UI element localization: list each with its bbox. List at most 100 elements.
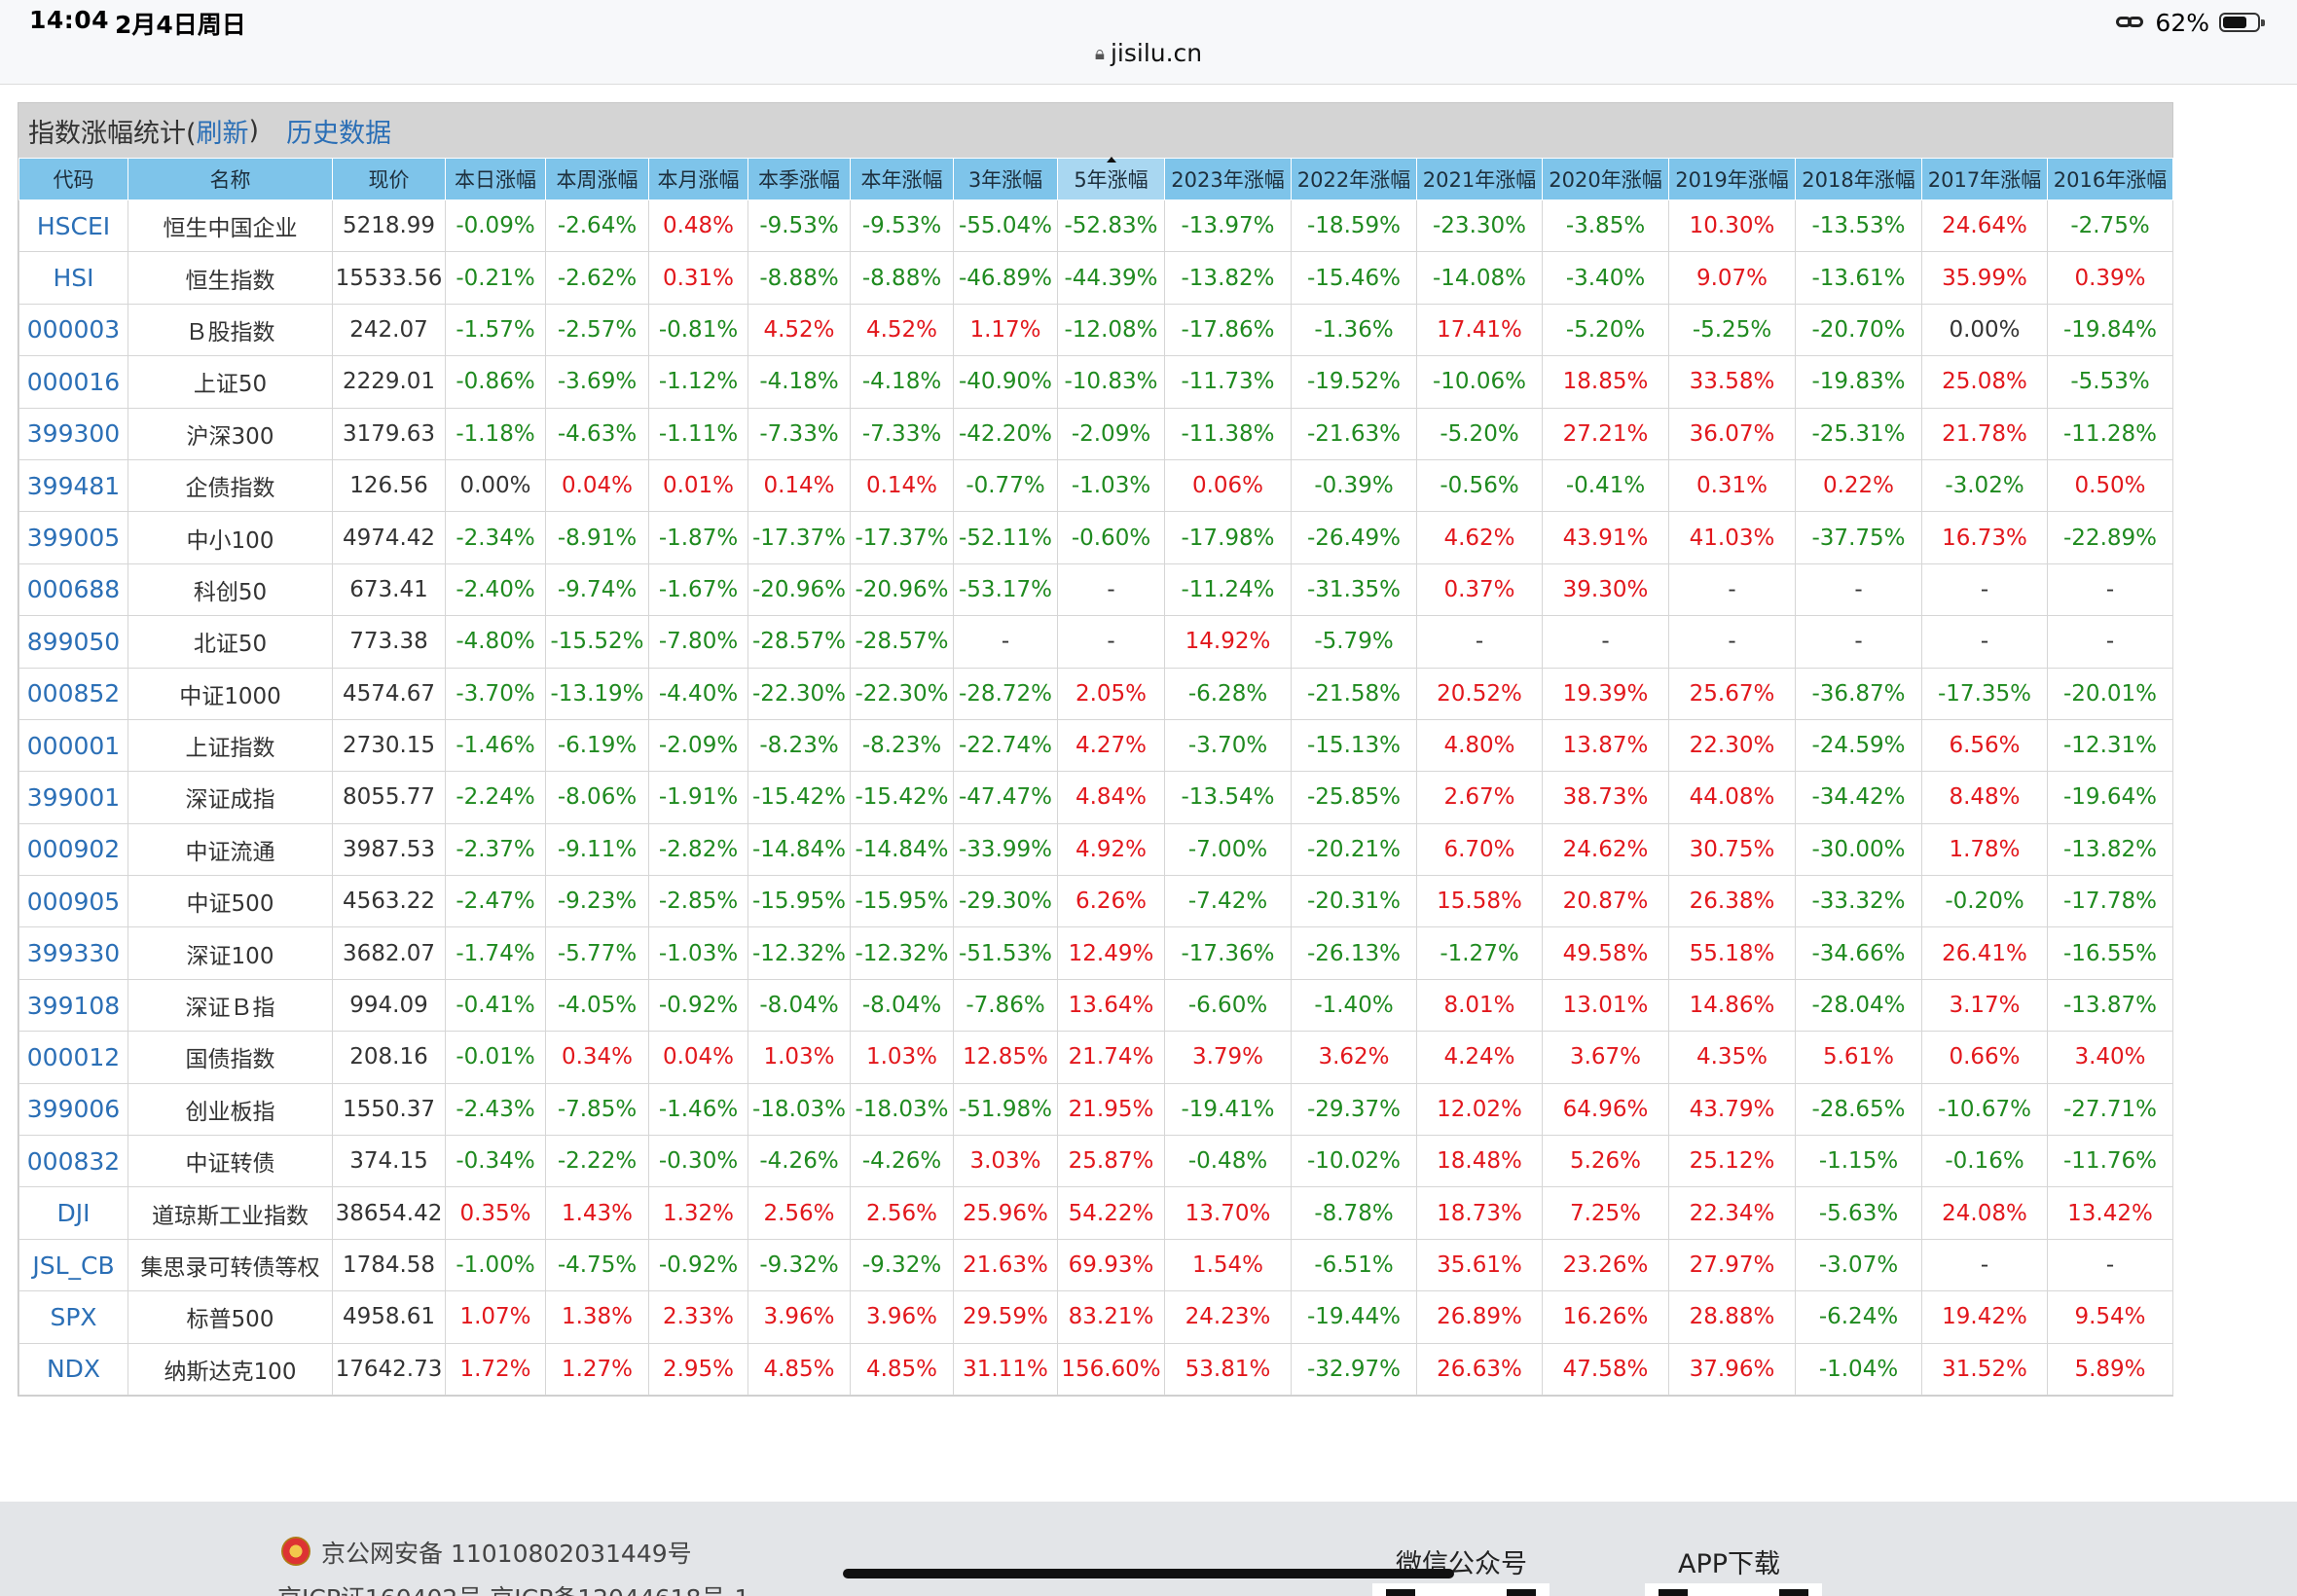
index-code-link[interactable]: HSI [18,251,128,305]
column-header[interactable]: 本月涨幅 [648,158,748,200]
column-header[interactable]: 2023年涨幅 [1164,158,1292,200]
table-row[interactable]: 899050 北证50 773.38 -4.80% -15.52% -7.80% -28.5… [18,615,2173,669]
address-bar[interactable]: 🔒︎ jisilu.cn [0,39,2297,67]
change-cell: 25.87% [1057,1135,1165,1188]
table-row[interactable]: NDX 纳斯达克100 17642.73 1.72% 1.27% 2.95% 4.85% 4.… [18,1342,2173,1396]
table-row[interactable]: JSL_CB 集思录可转债等权 1784.58 -1.00% -4.75% -0.92% -… [18,1238,2173,1292]
change-cell: 0.39% [2047,251,2173,305]
change-cell: -24.59% [1795,718,1922,773]
change-cell: -1.46% [445,718,546,773]
index-code-link[interactable]: 399481 [18,458,128,513]
change-cell: -0.09% [445,199,546,253]
column-header[interactable]: 2019年涨幅 [1668,158,1796,200]
table-row[interactable]: 000012 国债指数 208.16 -0.01% 0.34% 0.04% 1.03% 1.0… [18,1031,2173,1084]
table-row[interactable]: 399006 创业板指 1550.37 -2.43% -7.85% -1.46% -18.0… [18,1082,2173,1137]
table-row[interactable]: 399005 中小100 4974.42 -2.34% -8.91% -1.87% -17.… [18,511,2173,564]
change-cell: -9.53% [850,199,954,253]
column-header[interactable]: 2016年涨幅 [2047,158,2173,200]
change-cell: -19.84% [2047,303,2173,357]
table-row[interactable]: SPX 标普500 4958.61 1.07% 1.38% 2.33% 3.96% 3.96%… [18,1290,2173,1344]
table-row[interactable]: HSCEI 恒生中国企业 5218.99 -0.09% -2.64% 0.48% -9.53… [18,199,2173,253]
index-code-link[interactable]: 399006 [18,1082,128,1137]
table-row[interactable]: 399481 企债指数 126.56 0.00% 0.04% 0.01% 0.14% 0.14… [18,458,2173,513]
column-header[interactable]: 2022年涨幅 [1291,158,1417,200]
table-row[interactable]: 000902 中证流通 3987.53 -2.37% -9.11% -2.82% -14.8… [18,822,2173,877]
column-header[interactable]: 2021年涨幅 [1416,158,1543,200]
index-code-link[interactable]: 000688 [18,562,128,617]
table-row[interactable]: HSI 恒生指数 15533.56 -0.21% -2.62% 0.31% -8.88% -8… [18,251,2173,305]
change-cell: 38.73% [1542,771,1669,824]
index-code-link[interactable]: 899050 [18,615,128,669]
change-cell: 3.03% [953,1135,1058,1188]
index-code-link[interactable]: JSL_CB [18,1238,128,1292]
change-cell: -9.32% [850,1238,954,1292]
column-header[interactable]: 2020年涨幅 [1542,158,1669,200]
table-row[interactable]: 399001 深证成指 8055.77 -2.24% -8.06% -1.91% -15.4… [18,771,2173,824]
index-code-link[interactable]: 000003 [18,303,128,357]
table-row[interactable]: 000852 中证1000 4574.67 -3.70% -13.19% -4.40% -2… [18,667,2173,720]
column-header[interactable]: 2017年涨幅 [1921,158,2048,200]
table-row[interactable]: 000832 中证转债 374.15 -0.34% -2.22% -0.30% -4.26%… [18,1135,2173,1188]
index-code-link[interactable]: 399108 [18,978,128,1033]
table-row[interactable]: 000688 科创50 673.41 -2.40% -9.74% -1.67% -20.96… [18,562,2173,617]
table-row[interactable]: 000001 上证指数 2730.15 -1.46% -6.19% -2.09% -8.23… [18,718,2173,773]
footer-app-label: APP下载 [1678,1549,1781,1579]
column-header[interactable]: 本季涨幅 [747,158,851,200]
column-header[interactable]: 现价 [332,158,446,200]
index-code-link[interactable]: 399330 [18,926,128,980]
table-row[interactable]: 000003 Ｂ股指数 242.07 -1.57% -2.57% -0.81% 4.52% 4… [18,303,2173,357]
column-header[interactable]: 3年涨幅 [953,158,1058,200]
column-header[interactable]: 本周涨幅 [545,158,649,200]
change-cell: 43.79% [1668,1082,1796,1137]
index-code-link[interactable]: DJI [18,1186,128,1240]
history-data-link[interactable]: 历史数据 [286,118,392,149]
change-cell: 16.26% [1542,1290,1669,1344]
index-code-link[interactable]: 399001 [18,771,128,824]
index-code-link[interactable]: 000016 [18,355,128,409]
change-cell: -51.98% [953,1082,1058,1137]
column-header[interactable]: 本日涨幅 [445,158,546,200]
index-code-link[interactable]: HSCEI [18,199,128,253]
change-cell: -17.78% [2047,875,2173,928]
change-cell: 29.59% [953,1290,1058,1344]
index-code-link[interactable]: 399300 [18,407,128,460]
column-header[interactable]: 代码 [18,158,128,200]
change-cell: -11.76% [2047,1135,2173,1188]
link-icon [2116,15,2145,30]
column-header[interactable]: 名称 [128,158,333,200]
refresh-link[interactable]: 刷新 [196,118,249,149]
index-code-link[interactable]: 000001 [18,718,128,773]
change-cell: -3.70% [1164,718,1292,773]
change-cell: 14.92% [1164,615,1292,669]
table-row[interactable]: 399108 深证Ｂ指 994.09 -0.41% -4.05% -0.92% -8.04%… [18,978,2173,1033]
change-cell: -9.23% [545,875,649,928]
change-cell: -4.26% [850,1135,954,1188]
index-code-link[interactable]: 000852 [18,667,128,720]
index-code-link[interactable]: 399005 [18,511,128,564]
index-code-link[interactable]: 000012 [18,1031,128,1084]
table-row[interactable]: 399300 沪深300 3179.63 -1.18% -4.63% -1.11% -7.3… [18,407,2173,460]
column-header[interactable]: 2018年涨幅 [1795,158,1922,200]
index-code-link[interactable]: NDX [18,1342,128,1396]
table-row[interactable]: 000905 中证500 4563.22 -2.47% -9.23% -2.85% -15.… [18,875,2173,928]
index-code-link[interactable]: 000905 [18,875,128,928]
change-cell: -14.84% [850,822,954,877]
change-cell: -13.97% [1164,199,1292,253]
change-cell: -44.39% [1057,251,1165,305]
table-row[interactable]: DJI 道琼斯工业指数 38654.42 0.35% 1.43% 1.32% 2.56% 2.… [18,1186,2173,1240]
index-code-link[interactable]: 000902 [18,822,128,877]
footer-beian-link[interactable]: 京公网安备 11010802031449号 [321,1540,692,1568]
table-row[interactable]: 399330 深证100 3682.07 -1.74% -5.77% -1.03% -12.… [18,926,2173,980]
index-code-link[interactable]: SPX [18,1290,128,1344]
change-cell: 55.18% [1668,926,1796,980]
home-indicator[interactable] [843,1569,1454,1578]
column-header[interactable]: 5年涨幅 [1057,157,1165,200]
footer-icp-text[interactable]: 京ICP证160402号 京ICP备12044618号-1 [277,1579,749,1596]
index-code-link[interactable]: 000832 [18,1135,128,1188]
change-cell: -0.41% [1542,458,1669,513]
change-cell: -28.04% [1795,978,1922,1033]
change-cell: -20.31% [1291,875,1417,928]
table-row[interactable]: 000016 上证50 2229.01 -0.86% -3.69% -1.12% -4.18… [18,355,2173,409]
column-header[interactable]: 本年涨幅 [850,158,954,200]
change-cell: 5.61% [1795,1031,1922,1084]
